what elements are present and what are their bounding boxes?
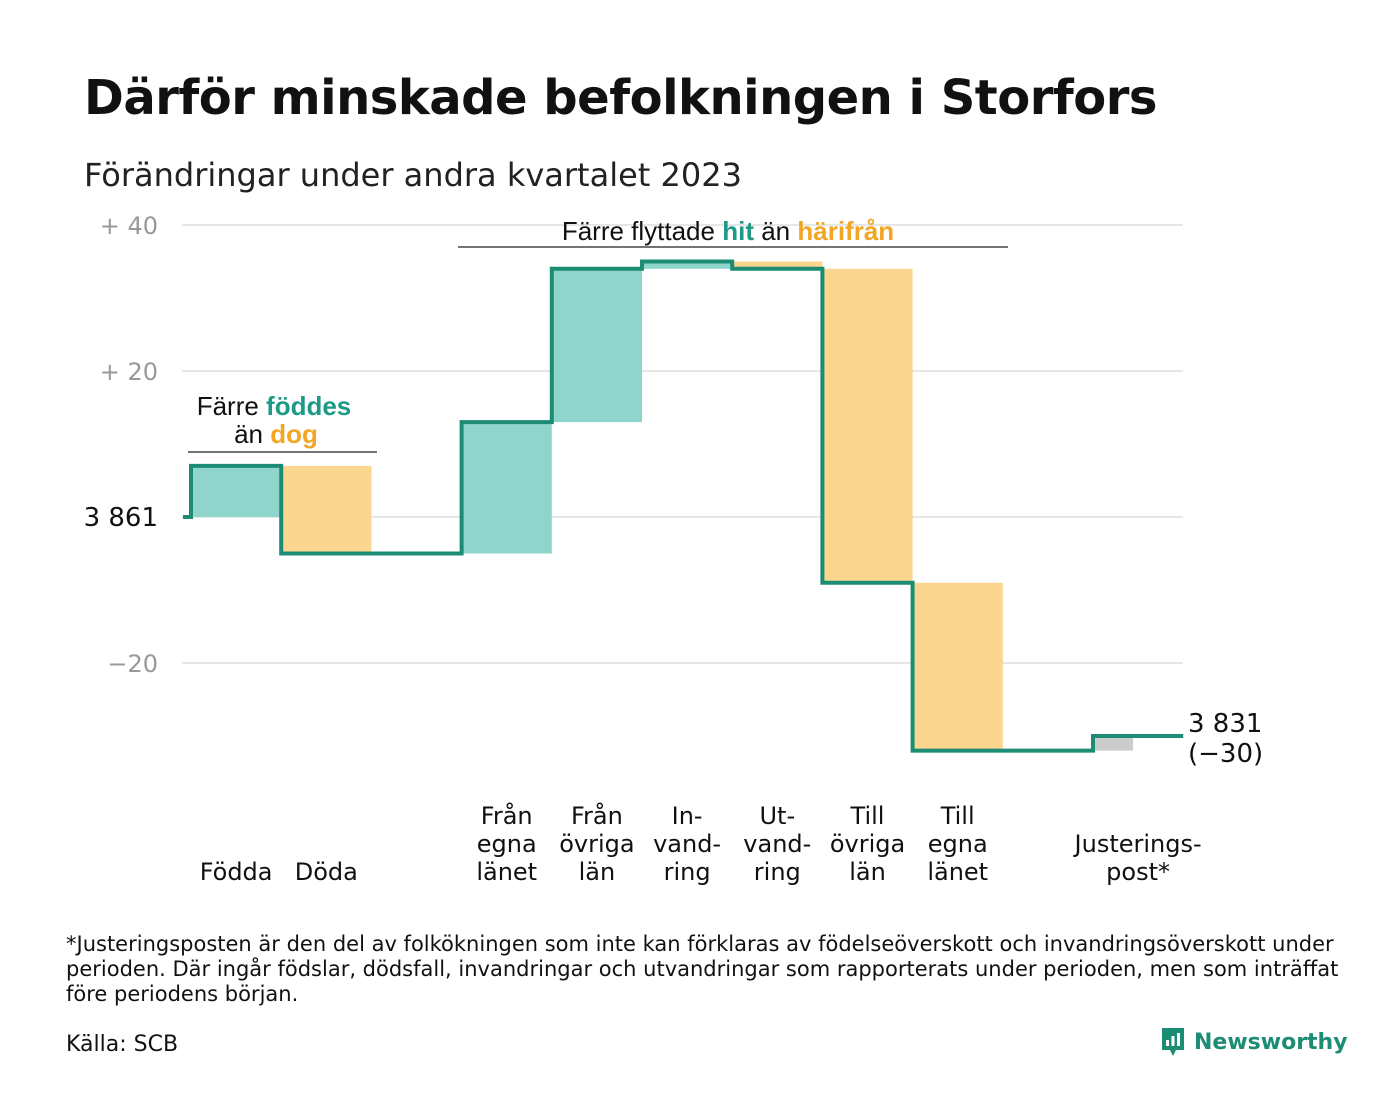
x-axis-label: län <box>849 858 886 886</box>
migration-annotation: Färre flyttade hit än härifrån <box>562 216 894 246</box>
newsworthy-logo-icon <box>1162 1028 1184 1056</box>
x-axis-label: Till <box>940 802 975 830</box>
x-axis-label: län <box>579 858 616 886</box>
end-value-label: 3 831 <box>1188 709 1262 739</box>
y-axis-ticks: + 40 + 20 3 861 −20 <box>84 212 158 678</box>
y-tick-label: −20 <box>107 650 158 678</box>
x-axis-label: In- <box>672 802 703 830</box>
x-axis-label: Födda <box>200 858 273 886</box>
x-axis-labels: Födda DödaFrånegnalänetFrånövrigalänIn-va… <box>200 801 1202 886</box>
x-axis-label: länet <box>927 858 988 886</box>
brand-logo[interactable]: Newsworthy <box>1160 1026 1348 1058</box>
waterfall-chart: + 40+ 203 861−20 Födda DödaFrånegnalänetF… <box>84 212 1264 886</box>
x-axis-label: ring <box>754 858 801 886</box>
y-tick-label: + 40 <box>100 212 158 240</box>
bar-inflow <box>461 422 552 554</box>
bar-outflow <box>281 465 372 554</box>
x-axis-label: Från <box>571 801 623 830</box>
bar-outflow <box>732 261 823 269</box>
chart-subtitle: Förändringar under andra kvartalet 2023 <box>84 156 742 194</box>
x-axis-label: länet <box>476 858 537 886</box>
x-axis-label: Justerings- <box>1073 830 1202 858</box>
x-axis-label: Till <box>850 802 885 830</box>
footnote: *Justeringsposten är den del av folkökni… <box>66 932 1339 1006</box>
end-change-label: (−30) <box>1188 739 1263 769</box>
bar-inflow <box>642 261 733 269</box>
births-annotation-line1: Färre föddes <box>197 391 352 421</box>
y-tick-label: + 20 <box>100 358 158 386</box>
start-value-label: 3 861 <box>84 503 158 533</box>
annotations: Färre föddes än dog Färre flyttade hit ä… <box>188 216 1263 769</box>
cumulative-step-line <box>183 259 1184 753</box>
x-axis-label: Ut- <box>759 802 795 830</box>
brand-name: Newsworthy <box>1194 1029 1348 1055</box>
x-axis-label: övriga <box>559 830 634 858</box>
gridlines <box>182 224 1183 664</box>
bars <box>191 261 1133 751</box>
x-axis-label: Döda <box>295 858 358 886</box>
x-axis-label: vand- <box>653 830 721 858</box>
x-axis-label: post* <box>1106 858 1170 886</box>
bar-inflow <box>191 465 282 517</box>
bar-inflow <box>551 268 642 423</box>
chart-title: Därför minskade befolkningen i Storfors <box>84 70 1157 126</box>
x-axis-label: övriga <box>830 830 905 858</box>
bar-outflow <box>912 582 1003 751</box>
x-axis-label: ring <box>664 858 711 886</box>
births-annotation-line2: än dog <box>234 419 318 449</box>
source-label: Källa: SCB <box>66 1032 179 1057</box>
x-axis-label: vand- <box>743 830 811 858</box>
bar-outflow <box>822 268 913 583</box>
x-axis-label: Från <box>481 801 533 830</box>
x-axis-label: egna <box>928 830 988 858</box>
x-axis-label: egna <box>477 830 537 858</box>
bar-adjustment <box>1093 736 1133 751</box>
